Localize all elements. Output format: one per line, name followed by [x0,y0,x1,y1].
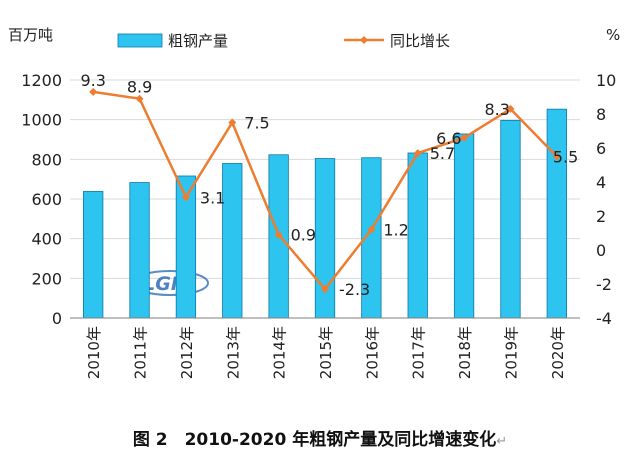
growth-marker [228,118,237,127]
growth-marker [89,87,98,96]
data-labels: 9.3 8.9 3.1 7.5 0.9 -2.3 1.2 5.76.6 8.3 5.5 [80,71,578,299]
y2-tick-label: 6 [596,139,606,158]
growth-data-label: 5.5 [553,148,578,167]
x-tick-label: 2010年 [85,326,103,379]
growth-data-label: 1.2 [383,221,408,240]
x-tick-label: 2011年 [132,326,150,379]
bar [129,182,150,319]
legend-bar-swatch [117,33,163,48]
growth-data-label: 7.5 [244,114,269,133]
x-tick-label: 2019年 [502,326,520,379]
y2-tick-label: 4 [596,173,606,192]
y2-axis-unit: % [606,26,620,44]
growth-data-label: 9.3 [80,71,105,90]
x-tick-label: 2020年 [549,326,567,379]
y2-tick-label: 10 [596,71,616,90]
y-axis-unit: 百万吨 [8,26,53,44]
growth-data-label: -2.3 [339,280,370,299]
x-tick-label: 2015年 [317,326,335,379]
y-tick-label: 800 [31,150,62,169]
bar [546,108,567,319]
x-tick-label: 2018年 [456,326,474,379]
figure-caption: 图 2 2010-2020 年粗钢产量及同比增速变化↵ [0,425,640,450]
y-tick-label: 600 [31,190,62,209]
growth-data-label: 6.6 [436,129,461,148]
growth-marker [181,193,190,202]
chart: LGMI 020040060080010001200-4-20246810百万吨… [8,26,620,379]
y2-tick-label: 2 [596,207,606,226]
growth-marker [135,94,144,103]
x-tick-label: 2014年 [271,326,289,379]
line-series [89,87,561,294]
legend-bar-label: 粗钢产量 [168,32,228,50]
legend-line-marker [360,36,368,44]
bar [453,133,475,319]
growth-marker [321,285,329,294]
y2-tick-label: -2 [596,275,612,294]
x-tick-label: 2016年 [363,326,381,379]
y-tick-label: 1000 [21,111,62,130]
x-tick-label: 2013年 [224,326,242,379]
legend: 粗钢产量 同比增长 [117,32,450,50]
bar [500,120,521,319]
y-tick-label: 200 [31,269,62,288]
growth-marker [367,225,376,234]
bar [314,158,336,319]
growth-data-label: 8.9 [127,78,152,97]
legend-line-label: 同比增长 [390,32,450,50]
growth-data-label: 5.7 [430,144,455,163]
bar [83,191,104,319]
bar-series [83,108,567,319]
bar [222,163,243,319]
growth-data-label: 8.3 [484,100,509,119]
growth-marker [413,149,422,158]
growth-data-label: 3.1 [200,188,225,207]
figure-caption-text: 图 2 2010-2020 年粗钢产量及同比增速变化 [132,430,497,450]
x-tick-label: 2017年 [410,326,428,379]
return-mark-icon: ↵ [496,434,508,449]
growth-marker [274,230,283,239]
bar [407,152,428,319]
growth-marker [506,104,515,113]
growth-marker [552,152,561,161]
y2-tick-label: -4 [596,309,612,328]
y-tick-label: 400 [31,230,62,249]
axes: 0 200 400 600 800 1000 1200 -4 -2 0 2 4 6 8 10 百万吨 % 2010… [8,26,620,379]
x-tick-label: 2012年 [178,326,196,379]
growth-marker [460,133,469,142]
y2-tick-label: 0 [596,241,606,260]
y2-tick-label: 8 [596,105,606,124]
y-tick-label: 1200 [21,71,62,90]
y-tick-label: 0 [52,309,62,328]
growth-data-label: 0.9 [291,226,316,245]
